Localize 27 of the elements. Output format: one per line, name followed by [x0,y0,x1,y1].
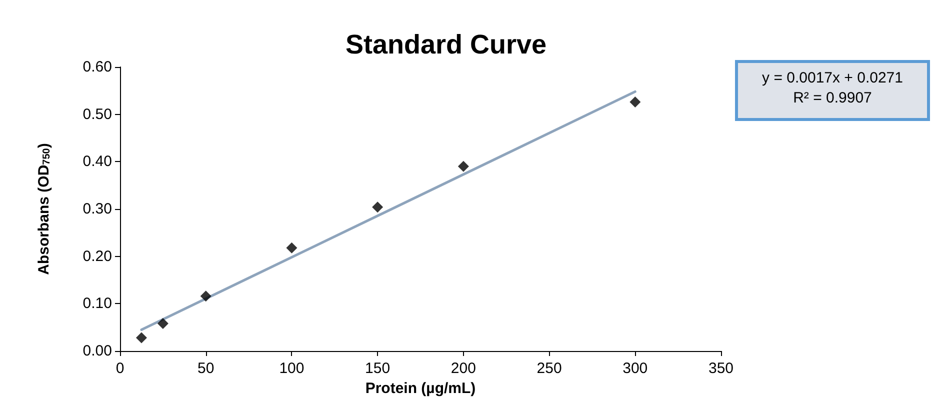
text: R² = 0.9907 [793,90,872,106]
x-tick-label: 100 [279,360,304,377]
y-tick-label: 0.10 [82,295,112,312]
point [157,318,168,330]
x-tick-label: 0 [116,360,124,377]
x-tick-label: 50 [198,360,214,377]
point [286,242,298,254]
point [200,290,212,302]
x-tick-label: 200 [450,360,476,377]
chart-title: Standard Curve [345,30,547,60]
text: y = 0.0017x + 0.0271 [762,70,903,86]
y-tick-label: 0.30 [82,200,112,218]
x-tick-label: 300 [622,360,648,377]
x-tick-label: 250 [536,360,562,377]
point [372,202,384,213]
y-tick-label: 0.40 [82,153,112,170]
y-tick-label: 0.50 [82,106,112,123]
y-tick-label: 0.00 [82,342,112,360]
y-tick-label: 0.60 [82,58,112,76]
point [458,160,469,172]
x-tick-label: 350 [708,360,734,377]
y-axis-title: Absorbans (OD750) [36,143,52,275]
y-tick-label: 0.20 [82,248,112,265]
x-tick-label: 150 [365,360,390,377]
point [630,96,641,108]
x-axis-title: Protein (µg/mL) [365,380,476,397]
point [136,332,147,344]
